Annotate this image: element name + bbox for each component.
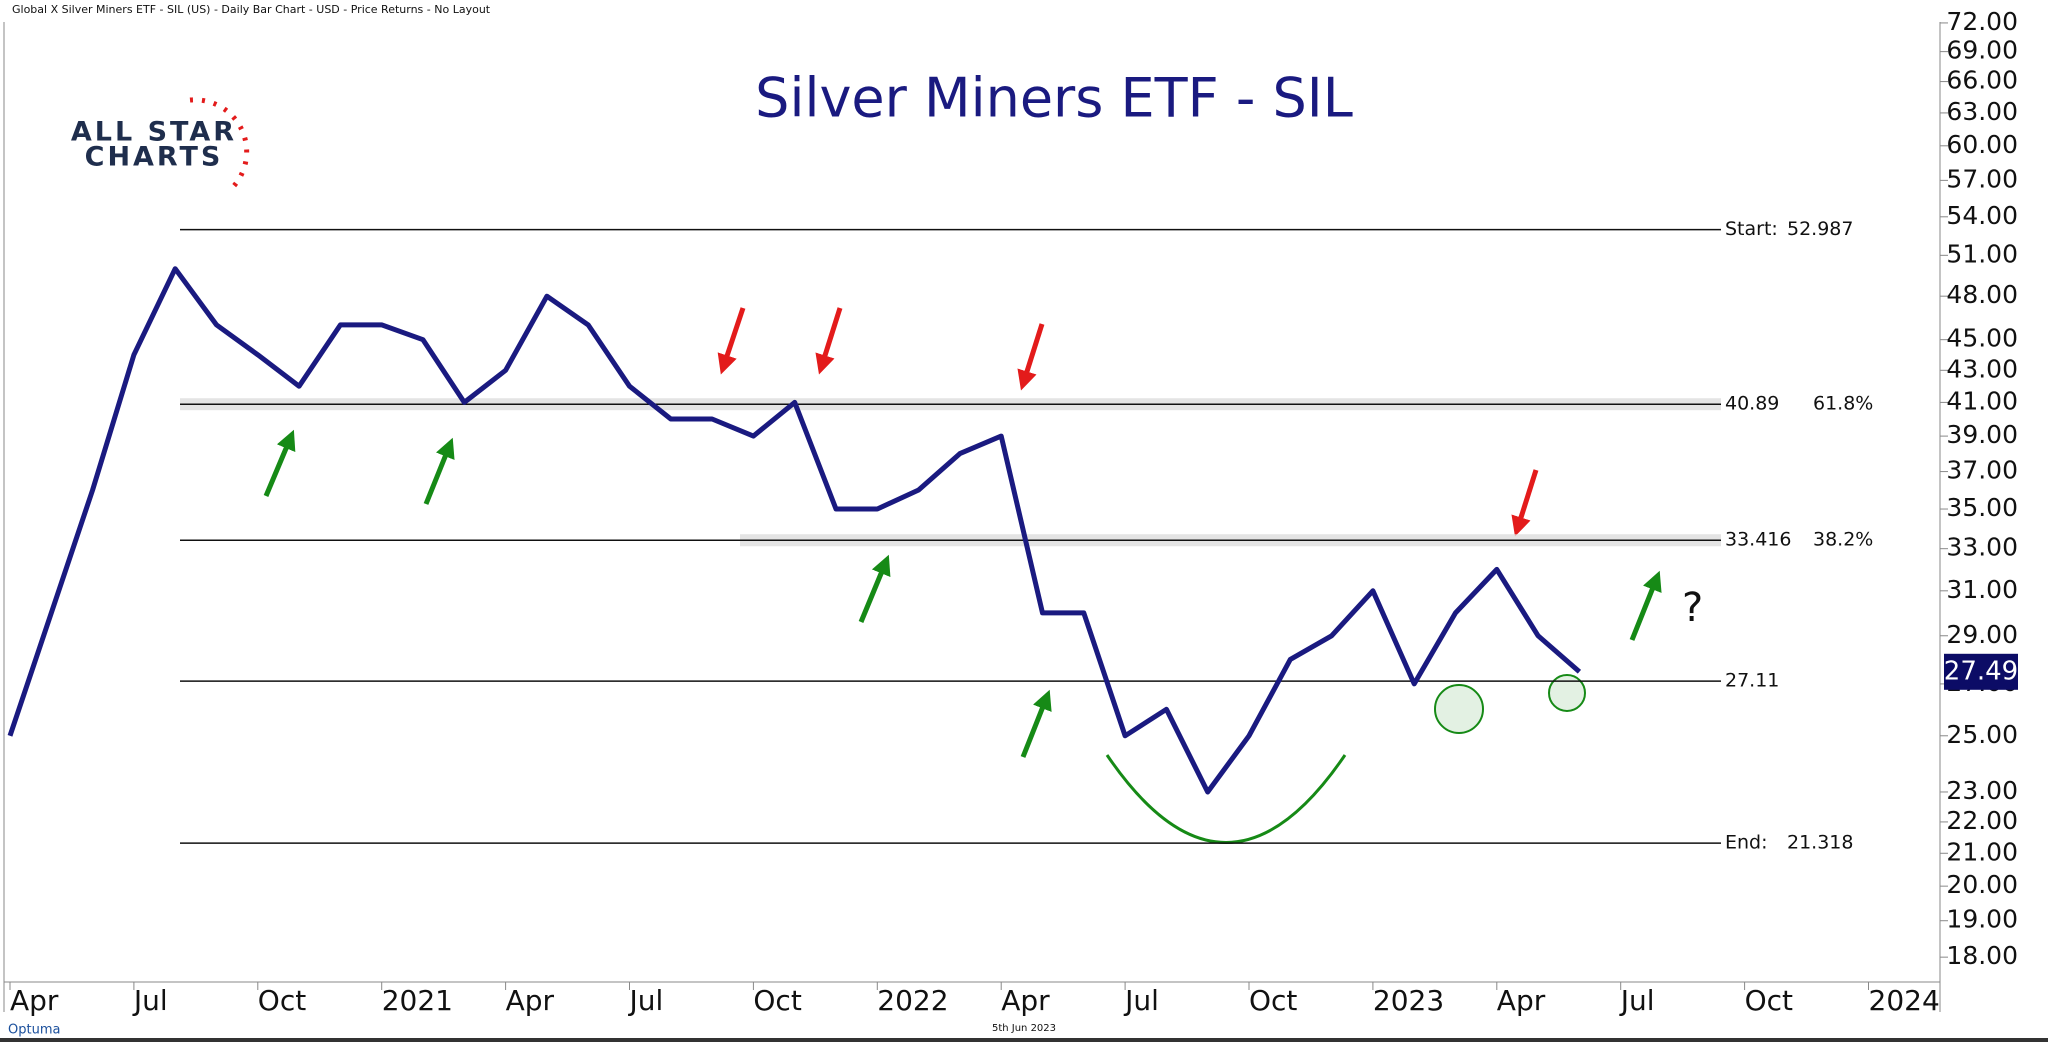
red-arrow bbox=[1017, 323, 1045, 391]
x-tick-label: Apr bbox=[506, 984, 555, 1017]
y-tick-label: 63.00 bbox=[1946, 97, 2018, 126]
y-tick-label: 22.00 bbox=[1946, 806, 2018, 835]
logo-text: ALL STAR bbox=[71, 117, 237, 148]
footer-brand: Optuma bbox=[8, 1023, 60, 1038]
red-arrow bbox=[717, 307, 746, 375]
green-arrow bbox=[423, 437, 455, 505]
red-arrow bbox=[815, 307, 843, 375]
y-tick-label: 20.00 bbox=[1946, 870, 2018, 899]
highlight-circle bbox=[1434, 684, 1484, 734]
y-tick-label: 25.00 bbox=[1946, 720, 2018, 749]
x-tick-label: 2024 bbox=[1869, 984, 1940, 1017]
y-tick-label: 21.00 bbox=[1946, 837, 2018, 866]
level-label: Start: bbox=[1725, 218, 1778, 240]
y-tick-label: 51.00 bbox=[1946, 239, 2018, 268]
x-tick-label: 2021 bbox=[382, 984, 453, 1017]
y-tick-label: 29.00 bbox=[1946, 620, 2018, 649]
price-line bbox=[7, 266, 1582, 795]
y-tick-label: 43.00 bbox=[1946, 354, 2018, 383]
red-arrow bbox=[1511, 469, 1539, 537]
x-tick-label: Jul bbox=[1619, 984, 1655, 1017]
y-tick-label: 45.00 bbox=[1946, 324, 2018, 353]
y-tick-label: 39.00 bbox=[1946, 420, 2018, 449]
y-tick-label: 37.00 bbox=[1946, 456, 2018, 485]
x-tick-label: Oct bbox=[753, 984, 801, 1017]
header: Global X Silver Miners ETF - SIL (US) - … bbox=[12, 3, 491, 16]
level-value: 52.987 bbox=[1787, 218, 1853, 240]
level-value: 40.89 bbox=[1725, 393, 1779, 415]
level-value: 33.416 bbox=[1725, 529, 1791, 551]
footer-date: 5th Jun 2023 bbox=[992, 1023, 1056, 1034]
last-price-label: 27.49 bbox=[1944, 656, 2018, 686]
y-tick-label: 72.00 bbox=[1946, 7, 2018, 36]
y-tick-label: 60.00 bbox=[1946, 130, 2018, 159]
level-value: 27.11 bbox=[1725, 670, 1779, 692]
level-ratio: 38.2% bbox=[1813, 529, 1873, 551]
y-tick-label: 66.00 bbox=[1946, 66, 2018, 95]
y-tick-label: 35.00 bbox=[1946, 493, 2018, 522]
y-tick-label: 23.00 bbox=[1946, 776, 2018, 805]
y-tick-label: 18.00 bbox=[1946, 941, 2018, 970]
y-tick-label: 48.00 bbox=[1946, 280, 2018, 309]
green-arrow bbox=[858, 554, 891, 623]
y-tick-label: 19.00 bbox=[1946, 905, 2018, 934]
x-tick-label: Jul bbox=[628, 984, 664, 1017]
level-ratio: 61.8% bbox=[1813, 393, 1873, 415]
x-tick-label: Apr bbox=[1497, 984, 1546, 1017]
level-label: End: bbox=[1725, 832, 1768, 854]
y-tick-label: 33.00 bbox=[1946, 533, 2018, 562]
y-tick-label: 57.00 bbox=[1946, 164, 2018, 193]
y-tick-label: 41.00 bbox=[1946, 386, 2018, 415]
level-value: 21.318 bbox=[1787, 832, 1853, 854]
x-tick-label: Oct bbox=[1745, 984, 1793, 1017]
axes: 18.0019.0020.0021.0022.0023.0025.0027.00… bbox=[9, 7, 2018, 1017]
green-arrow bbox=[1020, 689, 1052, 758]
x-tick-label: 2023 bbox=[1373, 984, 1444, 1017]
chart-title: Silver Miners ETF - SIL bbox=[755, 67, 1353, 130]
logo: ALL STAR CHARTS bbox=[71, 97, 250, 190]
x-tick-label: Jul bbox=[132, 984, 168, 1017]
x-tick-label: Oct bbox=[1249, 984, 1297, 1017]
y-tick-label: 69.00 bbox=[1946, 36, 2018, 65]
last-price-box bbox=[1944, 653, 2018, 690]
x-tick-label: Oct bbox=[258, 984, 306, 1017]
x-tick-label: Apr bbox=[10, 984, 59, 1017]
x-tick-label: Apr bbox=[1001, 984, 1050, 1017]
logo-text: CHARTS bbox=[85, 142, 224, 173]
green-arrow bbox=[1629, 570, 1662, 641]
annotation: ? bbox=[1682, 585, 1703, 631]
y-tick-label: 31.00 bbox=[1946, 575, 2018, 604]
highlight-circle bbox=[1548, 674, 1586, 712]
x-tick-label: Jul bbox=[1123, 984, 1159, 1017]
y-tick-label: 54.00 bbox=[1946, 201, 2018, 230]
annotations: ? bbox=[263, 307, 1703, 844]
logo-stars bbox=[189, 97, 250, 190]
green-arrow bbox=[263, 429, 296, 497]
x-tick-label: 2022 bbox=[877, 984, 948, 1017]
